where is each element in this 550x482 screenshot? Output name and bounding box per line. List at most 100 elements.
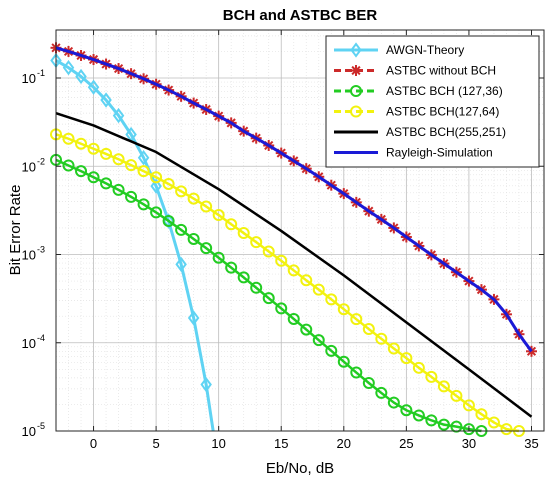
data-point xyxy=(175,256,187,273)
data-point xyxy=(212,251,225,264)
x-tick-label: 0 xyxy=(90,436,97,451)
y-tick-base: 10 xyxy=(22,248,36,263)
series-layer xyxy=(50,42,537,437)
data-point xyxy=(362,323,375,336)
data-point xyxy=(137,198,150,211)
data-point xyxy=(112,107,125,124)
legend-label: AWGN-Theory xyxy=(386,43,464,57)
data-point xyxy=(325,293,338,306)
data-point xyxy=(75,68,87,85)
series-astbc-bch-255-251 xyxy=(55,111,533,418)
data-point xyxy=(312,283,325,296)
y-tick-base: 10 xyxy=(22,424,36,439)
series-line xyxy=(55,133,520,433)
data-point xyxy=(475,408,488,421)
data-point xyxy=(125,159,138,172)
data-point xyxy=(187,192,200,205)
y-axis-label: Bit Error Rate xyxy=(7,185,24,276)
data-point xyxy=(250,281,263,294)
legend-item: ASTBC BCH(255,251) xyxy=(334,125,506,139)
data-point xyxy=(412,361,425,374)
data-point xyxy=(225,261,238,274)
data-point xyxy=(137,150,150,166)
data-point xyxy=(387,396,400,409)
data-point xyxy=(350,313,363,326)
data-point xyxy=(150,206,163,219)
y-tick-exponent: -1 xyxy=(37,68,45,78)
legend-item: Rayleigh-Simulation xyxy=(334,146,493,160)
data-point xyxy=(400,352,413,365)
x-tick-label: 25 xyxy=(399,436,413,451)
y-tick-base: 10 xyxy=(22,336,36,351)
data-point xyxy=(462,399,475,412)
data-point xyxy=(187,232,200,245)
data-point xyxy=(362,376,375,389)
y-tick-label: 10 -2 xyxy=(22,156,45,174)
series-line xyxy=(55,46,533,353)
y-tick-label: 10 -1 xyxy=(22,68,45,86)
y-tick-exponent: -3 xyxy=(37,245,45,255)
data-point xyxy=(112,153,125,166)
data-point xyxy=(350,85,362,97)
legend-box xyxy=(325,35,540,168)
data-point xyxy=(375,332,388,345)
data-point xyxy=(100,177,113,190)
data-point xyxy=(175,185,188,198)
x-tick-label: 20 xyxy=(337,436,351,451)
x-tick-label: 5 xyxy=(152,436,159,451)
data-point xyxy=(275,254,288,267)
data-point xyxy=(262,245,275,258)
y-tick-exponent: -5 xyxy=(37,421,45,431)
data-point xyxy=(400,404,413,417)
data-point xyxy=(100,92,112,108)
data-point xyxy=(337,303,350,316)
data-point xyxy=(162,177,175,190)
legend-item: AWGN-Theory xyxy=(334,42,464,58)
series-rayleigh-simulation xyxy=(55,46,533,353)
legend: AWGN-Theory ASTBC without BCH ASTBC BCH (1… xyxy=(325,35,540,168)
data-point xyxy=(237,271,250,284)
data-point xyxy=(500,423,513,436)
y-tick-base: 10 xyxy=(22,159,36,174)
legend-item: ASTBC BCH(127,64) xyxy=(334,105,499,119)
data-point xyxy=(200,376,212,393)
y-tick-label: 10 -4 xyxy=(22,333,45,351)
legend-item: ASTBC BCH (127,36) xyxy=(334,84,503,98)
star-stroke xyxy=(351,65,361,76)
legend-item: ASTBC without BCH xyxy=(334,64,496,78)
data-point xyxy=(62,132,75,145)
data-point xyxy=(200,200,213,213)
data-point xyxy=(350,105,362,118)
data-point xyxy=(100,147,113,160)
data-point xyxy=(187,310,200,326)
data-point xyxy=(162,214,175,227)
data-point xyxy=(275,302,288,315)
data-point xyxy=(112,183,125,196)
data-point xyxy=(425,370,438,383)
data-point xyxy=(300,323,313,336)
legend-label: ASTBC BCH(255,251) xyxy=(386,125,506,139)
data-point xyxy=(262,292,275,305)
data-point xyxy=(62,159,75,172)
y-tick-base: 10 xyxy=(22,71,36,86)
x-axis-label: Eb/No, dB xyxy=(266,460,334,477)
chart-title: BCH and ASTBC BER xyxy=(223,7,378,24)
data-point xyxy=(287,312,300,325)
data-point xyxy=(225,218,238,231)
x-tick-label: 10 xyxy=(211,436,225,451)
data-point xyxy=(450,389,463,402)
data-point xyxy=(250,236,263,249)
y-tick-exponent: -4 xyxy=(37,333,45,343)
data-point xyxy=(287,264,300,277)
data-point xyxy=(375,386,388,399)
data-point xyxy=(300,274,313,287)
data-point xyxy=(237,227,250,240)
legend-label: ASTBC without BCH xyxy=(386,64,496,78)
legend-label: Rayleigh-Simulation xyxy=(386,146,493,160)
star-stroke xyxy=(526,346,537,356)
data-point xyxy=(412,409,425,422)
data-point xyxy=(337,355,350,368)
data-point xyxy=(150,178,162,194)
